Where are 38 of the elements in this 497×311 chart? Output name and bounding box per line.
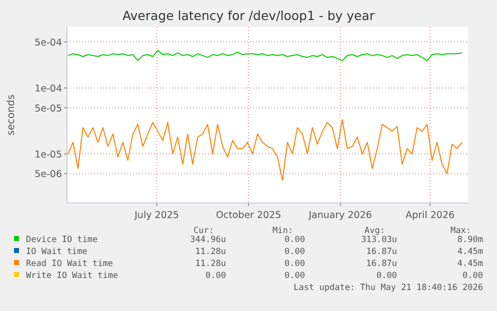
- line-series: [68, 50, 463, 62]
- text: 4.45m: [457, 259, 483, 269]
- text: 8.90m: [457, 235, 483, 245]
- text: Last update: Thu May 21 18:40:16 2026: [294, 283, 483, 293]
- text: 0.00: [206, 271, 226, 281]
- text: 16.87u: [366, 247, 397, 257]
- legend-label: Write IO Wait time: [26, 271, 118, 281]
- y-tick-label: 5e-06: [34, 169, 62, 180]
- y-tick-label: 5e-05: [34, 103, 62, 114]
- chart-title: Average latency for /dev/loop1 - by year: [122, 8, 376, 23]
- y-tick-label: 1e-04: [34, 83, 62, 94]
- text: 4.45m: [457, 247, 483, 257]
- text: Cur:: [194, 226, 214, 236]
- text: 11.28u: [195, 247, 226, 257]
- y-tick-label: 5e-04: [34, 37, 62, 48]
- text: 0.00: [462, 271, 483, 281]
- text: Min:: [272, 226, 293, 236]
- text: 344.96u: [190, 235, 226, 245]
- legend-label: Device IO time: [26, 235, 98, 245]
- text: 0.00: [284, 259, 305, 269]
- y-axis-title: seconds: [6, 94, 17, 136]
- x-tick-label: April 2026: [406, 210, 455, 221]
- text: 11.28u: [195, 259, 226, 269]
- y-tick-label: 1e-05: [34, 149, 62, 160]
- text: 313.03u: [361, 235, 397, 245]
- legend-label: IO Wait time: [26, 247, 88, 257]
- line-series: [68, 119, 463, 181]
- text: 0.00: [284, 247, 305, 257]
- x-tick-label: July 2025: [134, 210, 179, 221]
- text: 0.00: [376, 271, 397, 281]
- text: 16.87u: [366, 259, 397, 269]
- text: 0.00: [284, 235, 305, 245]
- legend-label: Read IO Wait time: [26, 259, 113, 269]
- x-tick-label: January 2026: [308, 210, 372, 221]
- text: Max:: [450, 226, 471, 236]
- x-tick-label: October 2025: [216, 210, 282, 221]
- text: 0.00: [284, 271, 305, 281]
- text: Avg:: [364, 226, 385, 236]
